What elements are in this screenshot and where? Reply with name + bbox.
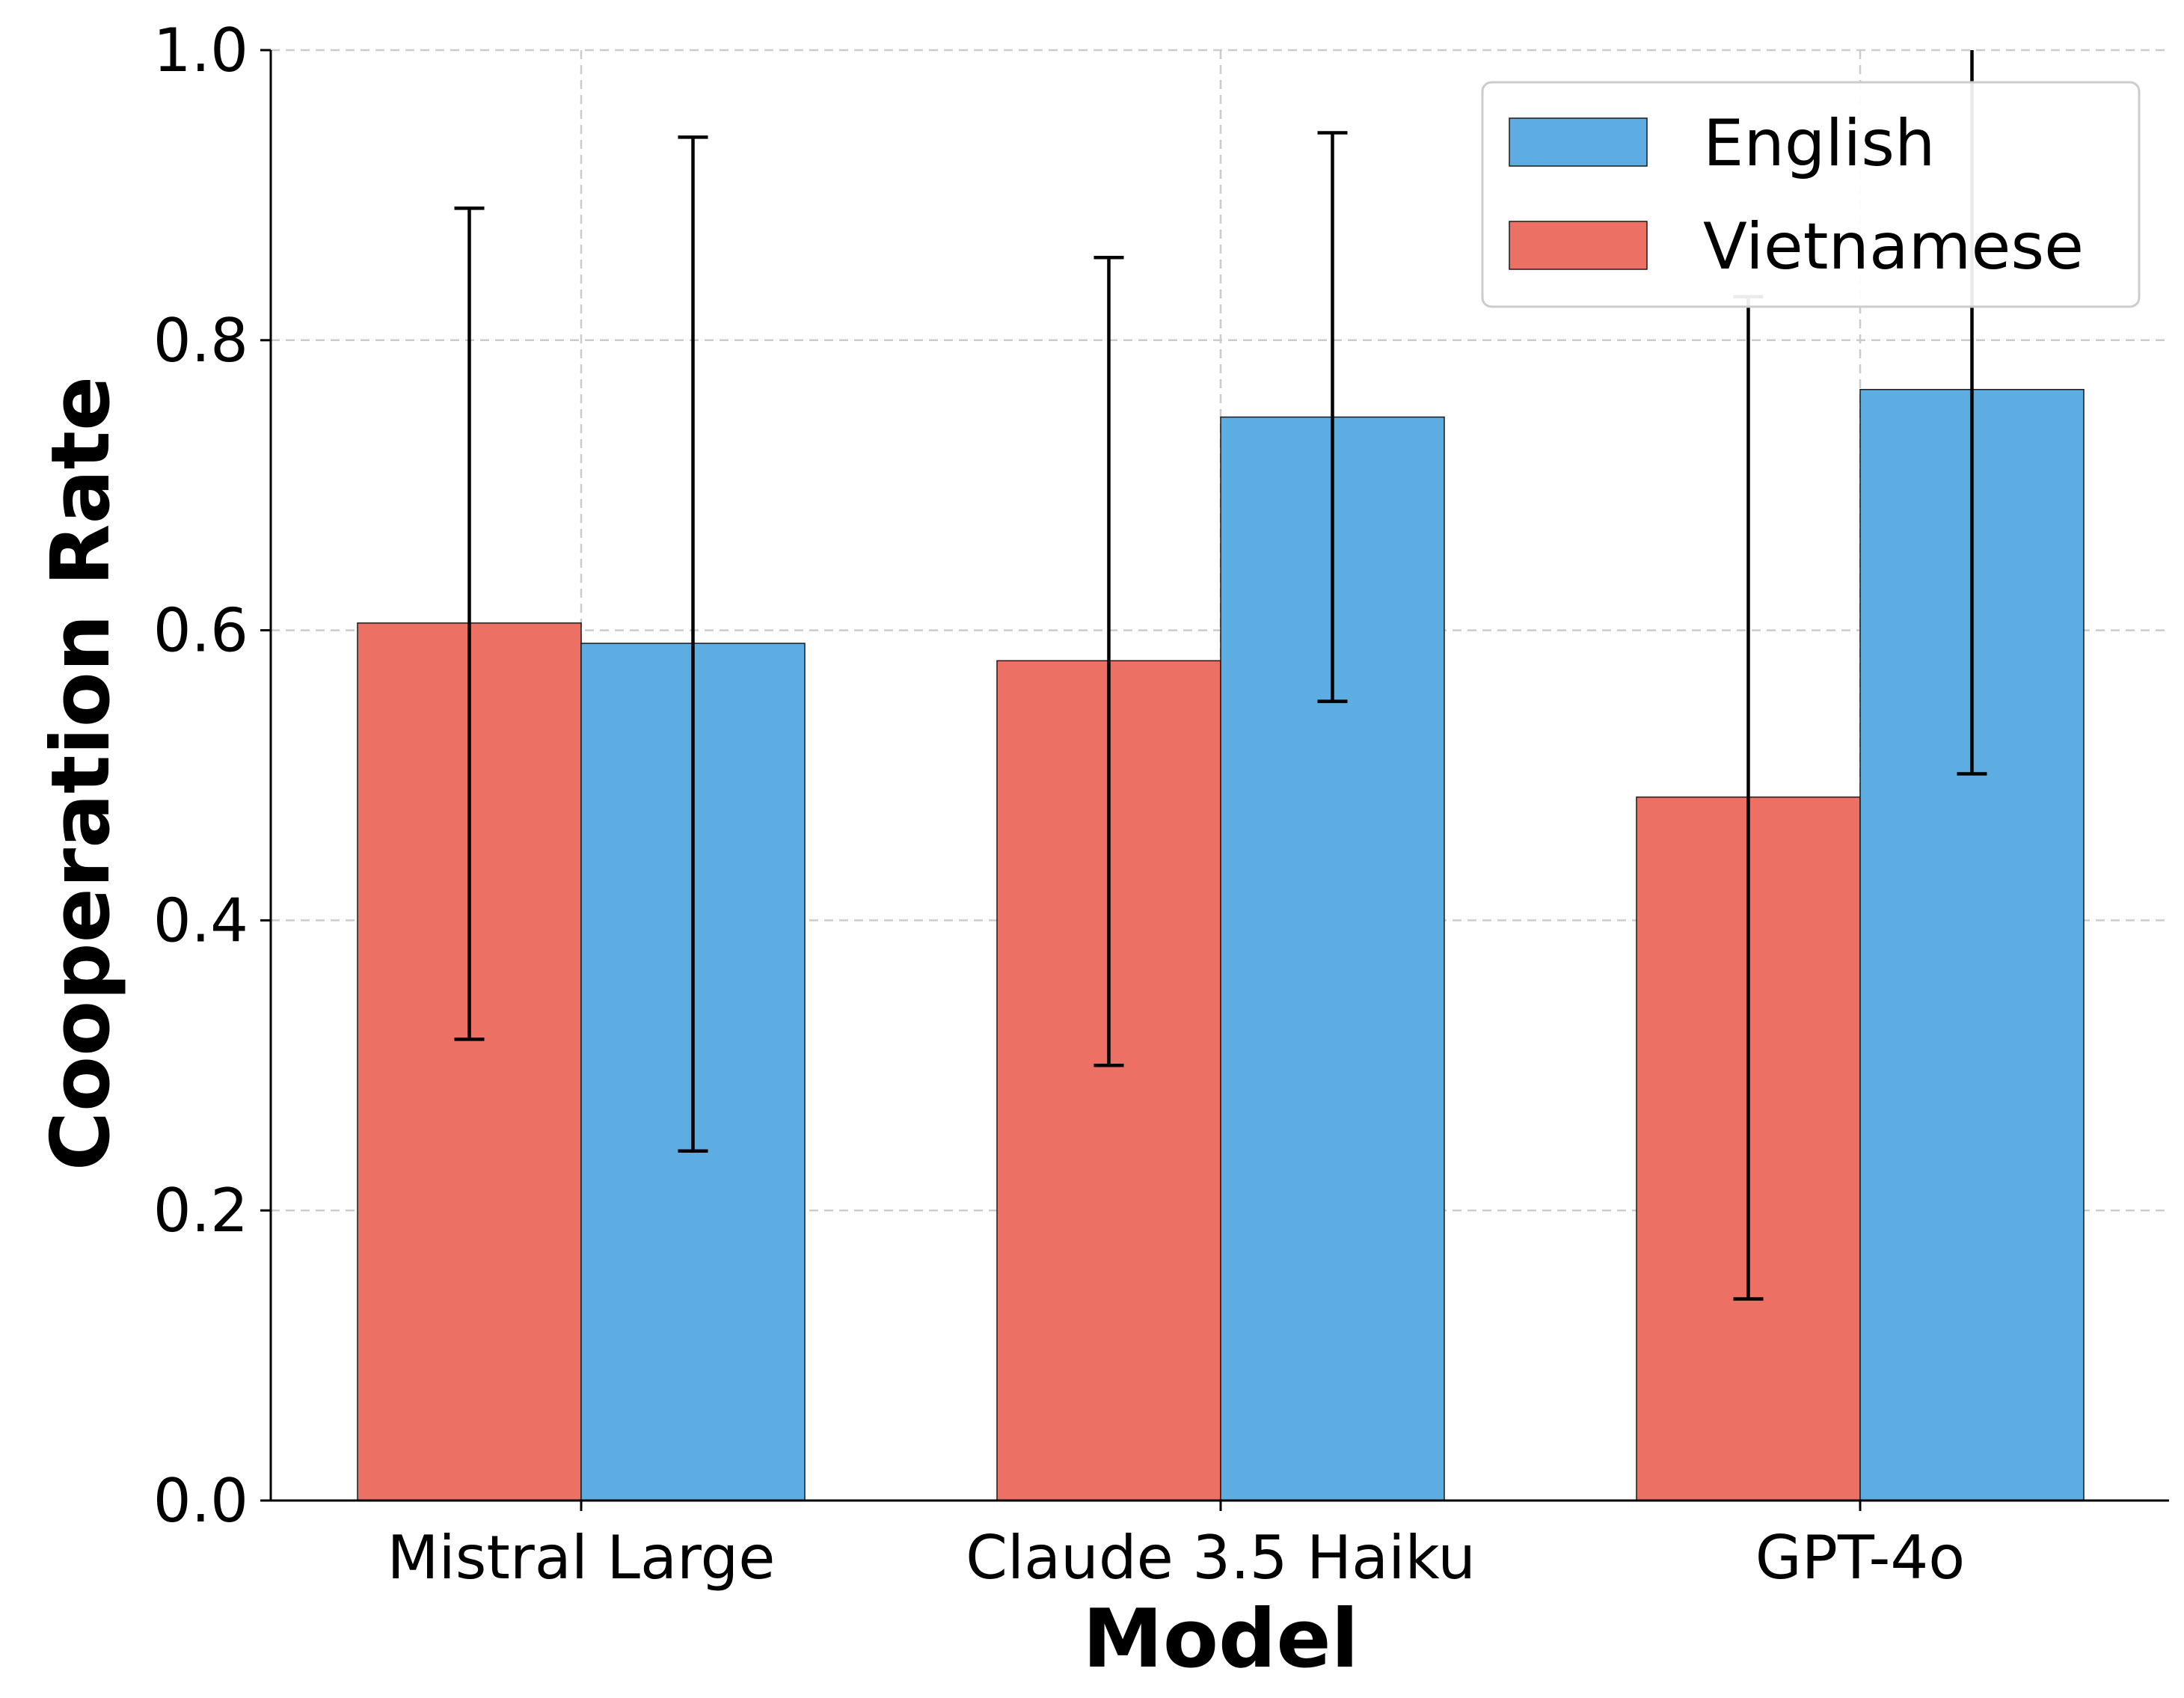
y-tick-label: 0.8 <box>153 306 248 376</box>
y-tick-label: 0.4 <box>153 886 248 955</box>
x-tick-label: Mistral Large <box>387 1523 776 1593</box>
y-tick-label: 0.6 <box>153 596 248 666</box>
y-tick-label: 1.0 <box>153 16 248 85</box>
error-bars <box>454 50 1987 1301</box>
bars <box>357 388 2085 1501</box>
x-tick-label: Claude 3.5 Haiku <box>966 1523 1476 1593</box>
y-axis-title: Cooperation Rate <box>34 376 128 1171</box>
y-tick-label: 0.2 <box>153 1176 248 1245</box>
legend-label-english: English <box>1703 106 1936 181</box>
legend-swatch-english <box>1509 117 1648 167</box>
legend-label-vietnamese: Vietnamese <box>1703 209 2084 284</box>
x-tick-label: GPT-4o <box>1755 1523 1965 1593</box>
legend: English Vietnamese <box>1481 81 2141 308</box>
x-axis-title: Model <box>1082 1593 1358 1686</box>
legend-swatch-vietnamese <box>1509 221 1648 270</box>
ticks: 0.0 0.2 0.4 0.6 0.8 1.0 Mistral Large Claude 3.… <box>153 16 1965 1593</box>
y-tick-label: 0.0 <box>153 1466 248 1536</box>
